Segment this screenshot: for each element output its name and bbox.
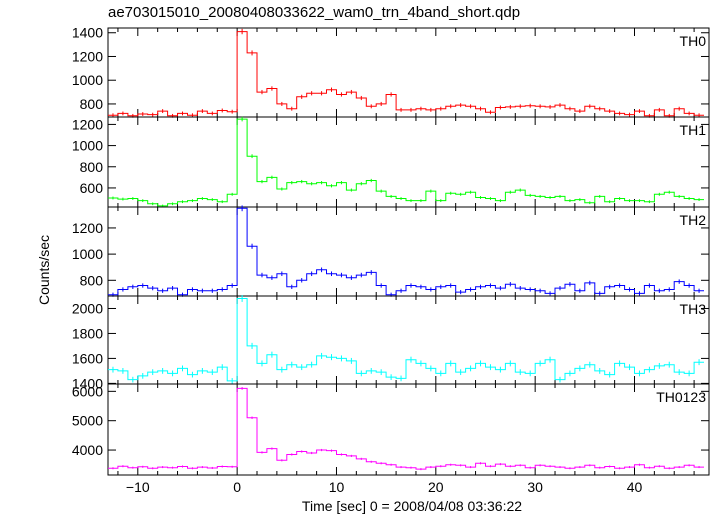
panel-th0123: 4000 5000 6000 TH0123 — [72, 383, 710, 476]
y-tick-label: 800 — [80, 96, 104, 112]
panel-th1: 600 800 1000 1200 TH1 — [72, 116, 710, 208]
y-tick-label: 6000 — [72, 383, 103, 399]
y-tick-label: 1400 — [72, 375, 103, 391]
series-line-th2 — [108, 207, 704, 296]
x-tick-label: 0 — [233, 479, 241, 495]
panel-label: TH0123 — [656, 389, 706, 405]
x-axis-labels: −10 0 10 20 30 40 — [126, 479, 643, 495]
chart-title: ae703015010_20080408033622_wam0_trn_4ban… — [108, 4, 520, 21]
panel-frame — [107, 383, 710, 476]
x-tick-label: 20 — [428, 479, 444, 495]
y-axis-label: Counts/sec — [36, 235, 52, 305]
panels: 800 1000 1200 1400 TH0 600 800 1000 1200 TH1 800 10… — [72, 25, 710, 476]
x-tick-label: 10 — [329, 479, 345, 495]
panel-th0: 800 1000 1200 1400 TH0 — [72, 25, 710, 118]
x-axis-label: Time [sec] 0 = 2008/04/08 03:36:22 — [302, 498, 522, 514]
y-tick-label: 5000 — [72, 413, 103, 429]
series-line-th3 — [108, 298, 704, 382]
y-tick-label: 1200 — [72, 48, 103, 64]
y-tick-label: 1000 — [72, 246, 103, 262]
series-line-th0 — [108, 31, 704, 117]
y-tick-label: 800 — [80, 272, 104, 288]
panel-label: TH0 — [680, 33, 707, 49]
panel-frame — [107, 116, 710, 208]
panel-label: TH1 — [680, 122, 707, 138]
panel-frame — [107, 206, 710, 297]
y-tick-label: 1000 — [72, 72, 103, 88]
y-tick-label: 1600 — [72, 350, 103, 366]
x-tick-label: 40 — [627, 479, 643, 495]
y-tick-label: 2000 — [72, 300, 103, 316]
panel-th3: 1400 1600 1800 2000 TH3 — [72, 295, 710, 391]
panel-label: TH3 — [680, 301, 707, 317]
series-line-th1 — [108, 118, 704, 207]
y-tick-label: 1200 — [72, 220, 103, 236]
x-tick-label: −10 — [126, 479, 150, 495]
y-tick-label: 1200 — [72, 116, 103, 132]
panel-label: TH2 — [680, 212, 707, 228]
y-tick-label: 1800 — [72, 325, 103, 341]
y-tick-label: 800 — [80, 159, 104, 175]
x-tick-label: 30 — [527, 479, 543, 495]
y-tick-label: 1000 — [72, 138, 103, 154]
y-tick-label: 4000 — [72, 442, 103, 458]
panel-frame — [107, 27, 710, 118]
panel-th2: 800 1000 1200 TH2 — [72, 205, 710, 297]
y-tick-label: 600 — [80, 180, 104, 196]
y-tick-label: 1400 — [72, 25, 103, 41]
series-line-th0123 — [108, 387, 704, 470]
